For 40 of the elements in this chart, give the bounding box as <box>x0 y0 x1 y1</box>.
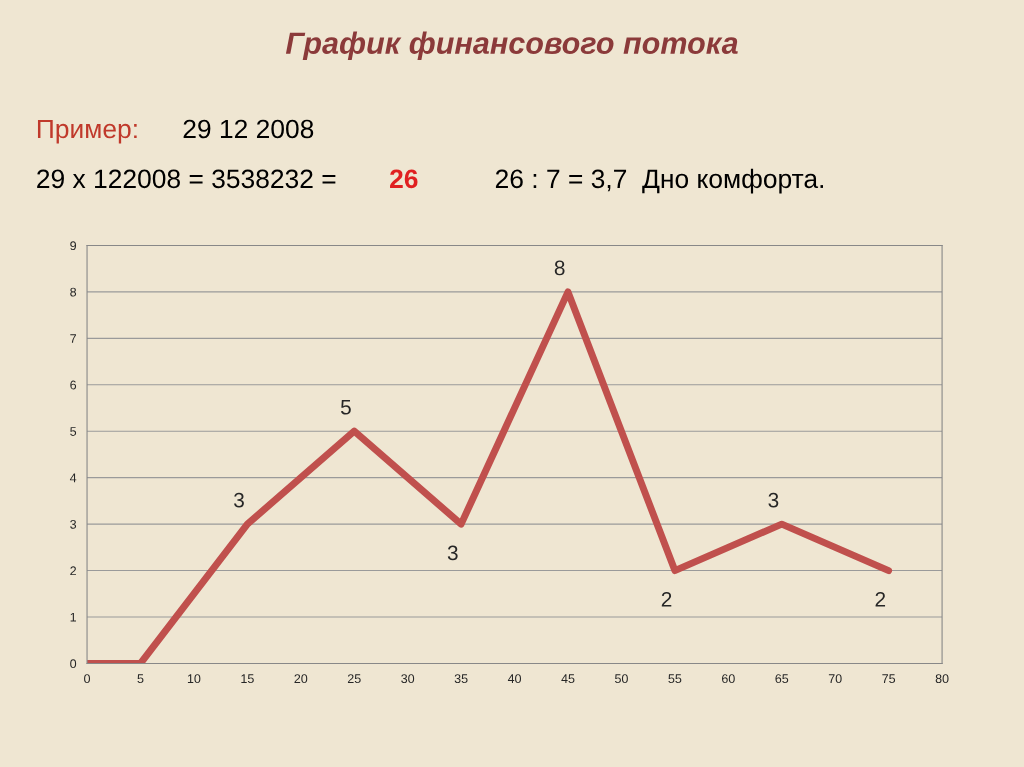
x-tick-label: 20 <box>294 674 308 684</box>
x-tick-label: 60 <box>722 674 735 684</box>
data-label: 8 <box>554 260 565 276</box>
x-tick-label: 25 <box>347 674 361 684</box>
x-tick-label: 45 <box>561 674 575 684</box>
x-tick-label: 0 <box>84 674 91 684</box>
x-tick-label: 50 <box>614 674 628 684</box>
x-tick-label: 15 <box>241 674 254 684</box>
data-label: 2 <box>661 591 672 607</box>
y-tick-label: 0 <box>70 659 77 669</box>
x-tick-label: 5 <box>137 674 144 684</box>
y-tick-label: 5 <box>70 427 77 436</box>
x-tick-label: 35 <box>454 674 468 684</box>
y-tick-label: 7 <box>70 334 76 343</box>
x-tick-label: 40 <box>507 674 522 684</box>
x-tick-label: 55 <box>668 674 682 684</box>
y-tick-label: 6 <box>70 380 77 390</box>
text: 29 х 122008 = 3538232 = <box>37 169 336 189</box>
y-tick-label: 9 <box>70 241 77 251</box>
x-tick-label: 70 <box>828 674 842 684</box>
chart-title: График финансового потока <box>285 31 738 61</box>
y-tick-label: 8 <box>70 287 77 297</box>
x-tick-label: 65 <box>775 674 789 684</box>
text: 26 <box>390 169 418 189</box>
data-label: 5 <box>340 400 351 415</box>
y-tick-label: 1 <box>70 612 77 622</box>
data-label: 3 <box>234 492 244 508</box>
data-label: 2 <box>875 591 886 607</box>
x-tick-label: 10 <box>187 674 201 684</box>
x-tick-label: 80 <box>935 674 949 684</box>
text: 29 12 2008 <box>183 119 314 139</box>
x-tick-label: 30 <box>401 674 415 684</box>
y-tick-label: 4 <box>69 473 77 483</box>
x-tick-label: 75 <box>882 674 896 684</box>
text: Пример: <box>37 119 137 144</box>
data-label: 3 <box>768 492 779 508</box>
y-tick-label: 3 <box>70 519 77 529</box>
text: 26 : 7 = 3,7 Дно комфорта. <box>495 168 824 194</box>
data-label: 3 <box>447 545 458 561</box>
y-tick-label: 2 <box>70 566 76 576</box>
